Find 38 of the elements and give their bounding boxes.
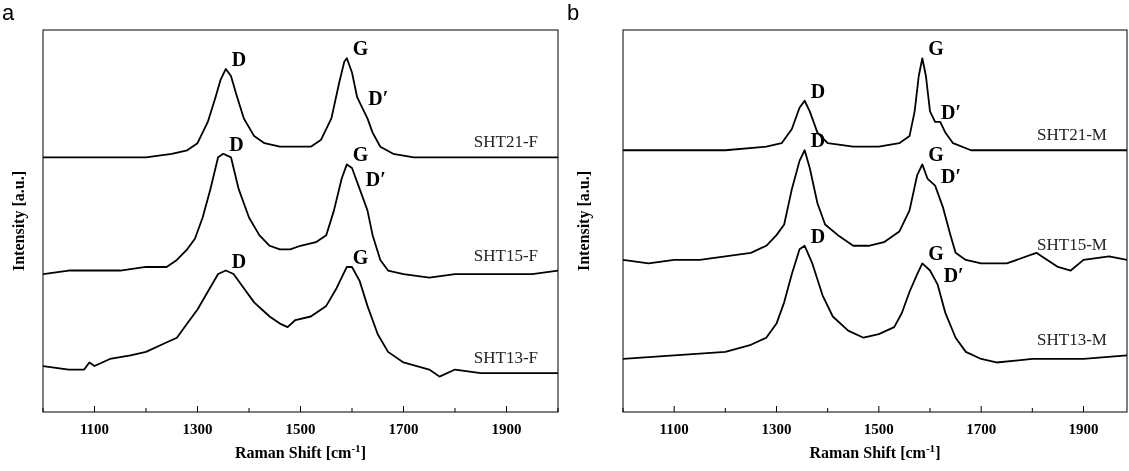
series-label: SHT13-F: [473, 348, 538, 368]
series-label: SHT15-M: [1037, 234, 1107, 254]
x-tick-label: 1100: [659, 421, 689, 437]
annotation: G: [352, 37, 369, 60]
x-tick-label: 1100: [79, 421, 110, 437]
x-tick-label: 1300: [182, 421, 213, 437]
annotation: G: [352, 245, 369, 268]
series-label: SHT21-F: [473, 132, 538, 152]
annotation: D: [231, 249, 247, 272]
annotation: D: [810, 224, 826, 247]
x-tick-label: 1500: [285, 421, 316, 437]
series-label: SHT21-M: [1037, 125, 1107, 145]
chart-title: a: [2, 0, 15, 25]
annotation: G: [928, 242, 945, 265]
y-axis-title: Intensity [a.u.]: [10, 170, 28, 272]
annotation: G: [352, 143, 369, 166]
annotation: G: [928, 37, 945, 60]
annotation: D′: [365, 168, 386, 191]
x-tick-label: 1900: [1068, 421, 1099, 437]
annotation: D′: [943, 263, 964, 286]
x-tick-label: 1700: [966, 421, 997, 437]
annotation: D′: [941, 164, 962, 187]
annotation: G: [928, 143, 945, 166]
x-tick-label: 1700: [388, 421, 419, 437]
series-label: SHT15-F: [473, 245, 538, 265]
x-axis-title: Raman Shift [cm$^{-1}$]: [809, 442, 941, 461]
x-tick-label: 1900: [491, 421, 522, 437]
x-tick-label: 1300: [761, 421, 792, 437]
annotation: D: [810, 79, 826, 102]
annotation: D: [231, 47, 247, 70]
chart-title: b: [567, 0, 580, 25]
annotation: D′: [368, 86, 389, 109]
annotation: D′: [941, 100, 962, 123]
series-label: SHT13-M: [1037, 330, 1107, 350]
x-tick-label: 1500: [863, 421, 894, 437]
annotation: D: [229, 132, 244, 155]
x-axis-title: Raman Shift [cm$^{-1}$]: [234, 442, 367, 461]
y-axis-title: Intensity [a.u.]: [575, 170, 593, 272]
